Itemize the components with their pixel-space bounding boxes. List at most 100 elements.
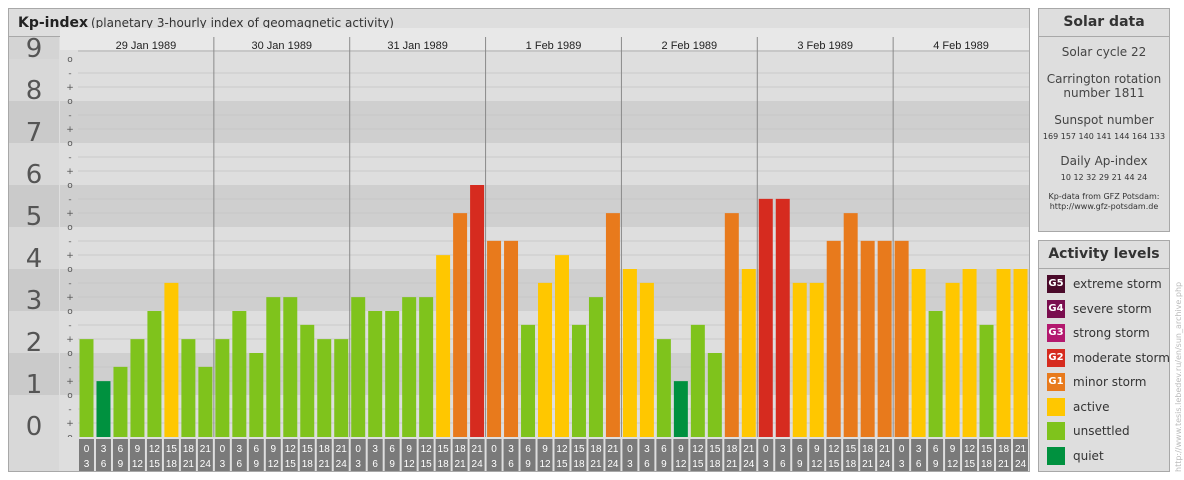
- y-sub-label: +: [66, 209, 74, 219]
- hour-cell: [911, 439, 927, 471]
- y-band-8: [9, 59, 59, 101]
- hour-cell: [962, 439, 978, 471]
- hour-end-label: 9: [525, 459, 531, 470]
- hour-cell: [707, 439, 723, 471]
- sunspot-values: 169 157 140 141 144 164 133: [1042, 132, 1166, 141]
- hour-start-label: 9: [950, 444, 956, 455]
- hour-start-label: 9: [406, 444, 412, 455]
- kp-band-6: [60, 143, 1029, 185]
- hour-start-label: 21: [336, 444, 348, 455]
- chart-title: Kp-index: [18, 15, 88, 31]
- y-sub-label: +: [66, 251, 74, 261]
- hour-end-label: 18: [845, 459, 857, 470]
- activity-levels-panel: Activity levels G5 extreme storm G4 severe …: [1038, 240, 1170, 472]
- kp-bar: [775, 198, 790, 437]
- day-label: 2 Feb 1989: [662, 40, 718, 52]
- kp-bar: [198, 366, 213, 437]
- ap-index-values: 10 12 32 29 21 44 24: [1060, 173, 1148, 182]
- hour-end-label: 24: [336, 459, 348, 470]
- kp-bar: [317, 339, 332, 437]
- y-sub-label: +: [66, 335, 74, 345]
- day-label: 4 Feb 1989: [933, 40, 989, 52]
- kp-bar: [656, 339, 671, 437]
- hour-cell: [945, 439, 961, 471]
- kp-bar: [843, 213, 858, 437]
- y-sub-label: o: [67, 223, 73, 233]
- hour-end-label: 12: [539, 459, 551, 470]
- hour-start-label: 12: [149, 444, 161, 455]
- hour-end-label: 3: [899, 459, 905, 470]
- hour-start-label: 15: [845, 444, 857, 455]
- hour-start-label: 18: [726, 444, 738, 455]
- kp-bar: [283, 297, 298, 437]
- hour-end-label: 15: [692, 459, 704, 470]
- y-sub-label: o: [67, 265, 73, 275]
- y-tick-label: 1: [26, 370, 43, 400]
- solar-data-title: Solar data: [1039, 9, 1169, 37]
- hour-start-label: 0: [220, 444, 226, 455]
- hour-start-label: 6: [661, 444, 667, 455]
- day-header-band: [60, 28, 1029, 50]
- source-watermark: http://www.tesis.lebedev.ru/en/sun_archi…: [1174, 281, 1183, 472]
- y-sub-label: +: [66, 377, 74, 387]
- hour-end-label: 9: [661, 459, 667, 470]
- hour-cell: [486, 439, 502, 471]
- kp-bar: [470, 185, 485, 437]
- hour-start-label: 18: [862, 444, 874, 455]
- y-sub-label: -: [68, 69, 71, 79]
- hour-end-label: 9: [389, 459, 395, 470]
- hour-start-label: 0: [84, 444, 90, 455]
- y-band-6: [9, 143, 59, 185]
- kp-bar: [147, 311, 162, 437]
- legend-swatch: [1047, 397, 1065, 416]
- hour-end-label: 15: [285, 459, 297, 470]
- kp-bar: [1013, 269, 1028, 437]
- kp-bar: [962, 269, 977, 437]
- hour-cell: [129, 439, 145, 471]
- hour-start-label: 3: [237, 444, 243, 455]
- hour-start-label: 6: [389, 444, 395, 455]
- kp-bar-chart: 0123456789+o-+o-+o-+o-+o-+o-+o-+o-+o-o29…: [9, 28, 1029, 471]
- y-sub-label: -: [68, 237, 71, 247]
- hour-end-label: 24: [200, 459, 212, 470]
- hour-end-label: 18: [438, 459, 450, 470]
- hour-start-label: 0: [355, 444, 361, 455]
- y-tick-label: 7: [26, 118, 43, 148]
- y-sub-label: -: [68, 153, 71, 163]
- kp-bar: [673, 381, 688, 437]
- activity-levels-title: Activity levels: [1039, 241, 1169, 269]
- hour-end-label: 3: [220, 459, 226, 470]
- hour-start-label: 18: [998, 444, 1010, 455]
- y-sub-label: o: [67, 307, 73, 317]
- hour-cell: [928, 439, 944, 471]
- hour-cell: [843, 439, 859, 471]
- hour-cell: [860, 439, 876, 471]
- data-credit: Kp-data from GFZ Potsdam:: [1048, 192, 1160, 201]
- hour-start-label: 3: [372, 444, 378, 455]
- kp-bar: [130, 339, 145, 437]
- hour-start-label: 12: [285, 444, 297, 455]
- hour-cell: [656, 439, 672, 471]
- y-sub-label: +: [66, 125, 74, 135]
- hour-cell: [673, 439, 689, 471]
- legend-label: strong storm: [1073, 326, 1150, 340]
- y-axis-bottom: [9, 437, 59, 471]
- kp-bar: [622, 269, 637, 437]
- hour-start-label: 9: [135, 444, 141, 455]
- day-label: 29 Jan 1989: [116, 40, 177, 52]
- kp-bar: [979, 324, 994, 437]
- hour-cell: [605, 439, 621, 471]
- hour-cell: [367, 439, 383, 471]
- hour-cell: [95, 439, 111, 471]
- hour-cell: [180, 439, 196, 471]
- kp-bar: [249, 353, 264, 437]
- y-band-0: [9, 395, 59, 437]
- hour-cell: [350, 439, 366, 471]
- hour-cell: [316, 439, 332, 471]
- legend-swatch: G2: [1047, 348, 1065, 367]
- hour-end-label: 12: [811, 459, 823, 470]
- hour-cell: [758, 439, 774, 471]
- kp-bar: [911, 269, 926, 437]
- carrington-rotation-label: Carrington rotation: [1046, 72, 1162, 86]
- hour-start-label: 15: [302, 444, 314, 455]
